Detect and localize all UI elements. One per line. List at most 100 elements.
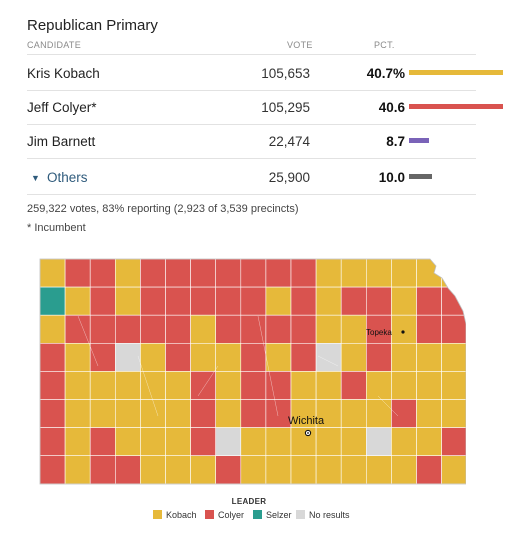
county-shape[interactable] — [215, 399, 242, 428]
county-shape[interactable] — [115, 314, 141, 344]
county-shape[interactable] — [40, 455, 66, 484]
county-shape[interactable] — [140, 371, 166, 400]
county-shape[interactable] — [89, 259, 116, 288]
county-shape[interactable] — [190, 427, 217, 457]
county-shape[interactable] — [240, 399, 267, 428]
county-shape[interactable] — [315, 286, 342, 316]
county-shape[interactable] — [89, 455, 116, 484]
county-shape[interactable] — [315, 455, 342, 484]
county-shape[interactable] — [365, 343, 392, 372]
county-shape[interactable] — [215, 371, 242, 400]
county-shape[interactable] — [89, 371, 116, 400]
county-shape[interactable] — [64, 427, 91, 457]
county-shape[interactable] — [265, 371, 292, 400]
county-shape[interactable] — [441, 427, 466, 457]
county-shape[interactable] — [40, 314, 66, 344]
county-shape[interactable] — [165, 286, 191, 316]
county-shape[interactable] — [115, 455, 141, 484]
county-shape[interactable] — [290, 427, 317, 457]
county-shape[interactable] — [340, 371, 367, 400]
county-shape[interactable] — [391, 427, 417, 457]
county-shape[interactable] — [391, 455, 417, 484]
county-shape[interactable] — [215, 427, 242, 457]
county-shape[interactable] — [315, 314, 342, 344]
county-shape[interactable] — [441, 371, 466, 400]
county-shape[interactable] — [64, 286, 91, 316]
county-shape[interactable] — [240, 427, 267, 457]
county-shape[interactable] — [140, 259, 166, 288]
county-shape[interactable] — [140, 455, 166, 484]
county-shape[interactable] — [365, 371, 392, 400]
county-shape[interactable] — [215, 259, 242, 288]
county-shape[interactable] — [115, 343, 141, 372]
county-shape[interactable] — [165, 343, 191, 372]
county-shape[interactable] — [416, 455, 442, 484]
county-shape[interactable] — [89, 314, 116, 344]
county-shape[interactable] — [115, 427, 141, 457]
county-shape[interactable] — [40, 399, 66, 428]
county-shape[interactable] — [115, 399, 141, 428]
county-shape[interactable] — [140, 343, 166, 372]
county-shape[interactable] — [240, 259, 267, 288]
county-shape[interactable] — [240, 314, 267, 344]
county-shape[interactable] — [391, 371, 417, 400]
county-shape[interactable] — [40, 286, 66, 316]
county-shape[interactable] — [265, 427, 292, 457]
county-shape[interactable] — [340, 343, 367, 372]
county-shape[interactable] — [441, 399, 466, 428]
county-shape[interactable] — [340, 399, 367, 428]
county-shape[interactable] — [64, 371, 91, 400]
county-shape[interactable] — [265, 455, 292, 484]
county-shape[interactable] — [416, 286, 442, 316]
county-shape[interactable] — [215, 455, 242, 484]
county-shape[interactable] — [40, 259, 66, 288]
county-shape[interactable] — [416, 314, 442, 344]
county-shape[interactable] — [115, 286, 141, 316]
county-shape[interactable] — [64, 343, 91, 372]
kansas-county-map[interactable]: Topeka Wichita — [38, 256, 466, 486]
county-shape[interactable] — [340, 427, 367, 457]
county-shape[interactable] — [391, 399, 417, 428]
county-shape[interactable] — [290, 314, 317, 344]
county-shape[interactable] — [240, 286, 267, 316]
county-shape[interactable] — [365, 399, 392, 428]
county-shape[interactable] — [165, 371, 191, 400]
county-shape[interactable] — [40, 343, 66, 372]
county-shape[interactable] — [391, 259, 417, 288]
county-shape[interactable] — [416, 399, 442, 428]
county-shape[interactable] — [391, 343, 417, 372]
county-shape[interactable] — [64, 314, 91, 344]
county-shape[interactable] — [265, 286, 292, 316]
county-shape[interactable] — [340, 286, 367, 316]
county-shape[interactable] — [89, 286, 116, 316]
county-shape[interactable] — [365, 259, 392, 288]
others-toggle-link[interactable]: Others — [47, 170, 88, 185]
county-shape[interactable] — [416, 371, 442, 400]
county-shape[interactable] — [215, 286, 242, 316]
county-shape[interactable] — [190, 286, 217, 316]
county-shape[interactable] — [190, 314, 217, 344]
county-shape[interactable] — [340, 314, 367, 344]
county-shape[interactable] — [64, 455, 91, 484]
triangle-down-icon[interactable]: ▼ — [31, 173, 40, 183]
county-shape[interactable] — [165, 259, 191, 288]
county-shape[interactable] — [265, 259, 292, 288]
county-shape[interactable] — [290, 286, 317, 316]
county-map-svg[interactable]: Topeka Wichita — [38, 256, 466, 486]
county-shape[interactable] — [365, 286, 392, 316]
county-shape[interactable] — [190, 399, 217, 428]
county-shape[interactable] — [165, 314, 191, 344]
county-shape[interactable] — [340, 259, 367, 288]
county-shape[interactable] — [240, 455, 267, 484]
county-shape[interactable] — [190, 455, 217, 484]
county-shape[interactable] — [140, 427, 166, 457]
county-shape[interactable] — [315, 371, 342, 400]
county-shape[interactable] — [391, 286, 417, 316]
county-shape[interactable] — [115, 371, 141, 400]
county-shape[interactable] — [89, 399, 116, 428]
county-shape[interactable] — [190, 343, 217, 372]
county-shape[interactable] — [315, 343, 342, 372]
county-shape[interactable] — [240, 371, 267, 400]
county-shape[interactable] — [165, 399, 191, 428]
county-shape[interactable] — [365, 427, 392, 457]
